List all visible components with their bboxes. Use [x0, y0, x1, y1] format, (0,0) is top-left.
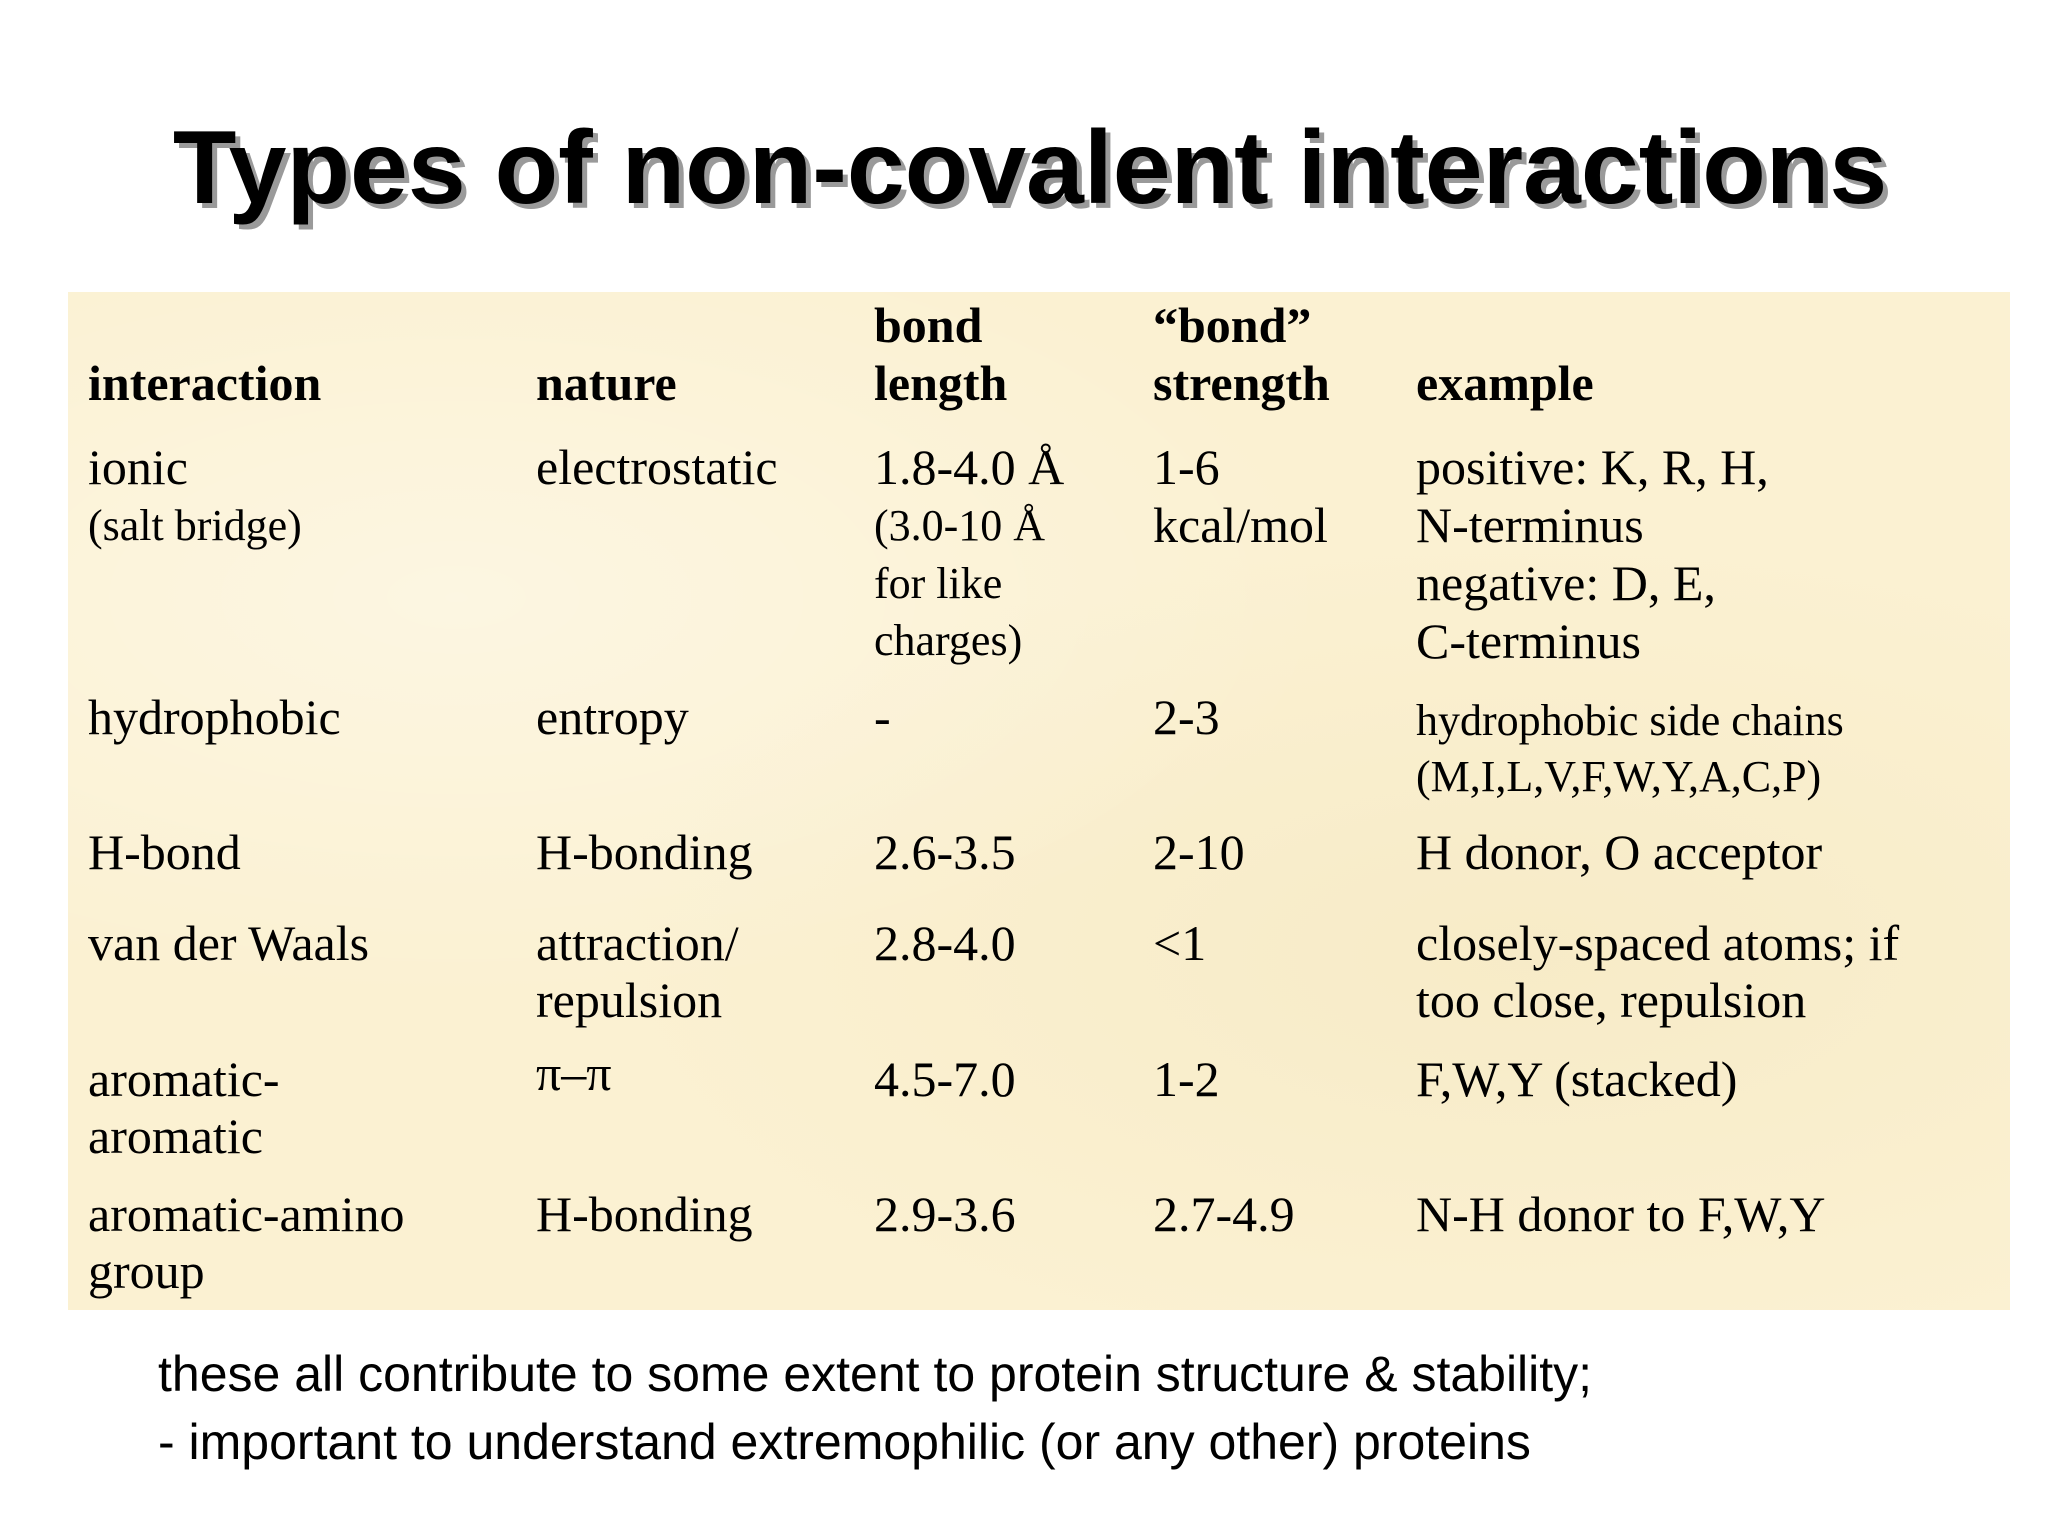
footer-line-1: these all contribute to some extent to p…: [158, 1346, 1593, 1402]
row-ionic-example-line1: positive: K, R, H,: [1416, 439, 1769, 495]
footer-notes: these all contribute to some extent to p…: [158, 1340, 1592, 1476]
row-arom-amino-strength: 2.7-4.9: [1153, 1186, 1295, 1242]
header-bond-strength-line1: “bond”: [1153, 297, 1312, 353]
row-ionic-example-line3: negative: D, E,: [1416, 555, 1716, 611]
row-arom-arom-interaction-line2: aromatic: [88, 1108, 263, 1164]
header-bond-length-line1: bond: [874, 297, 983, 353]
row-hydrophobic-example-line1: hydrophobic side chains: [1416, 696, 1844, 745]
row-arom-amino-example: N-H donor to F,W,Y: [1416, 1186, 1826, 1242]
row-arom-amino-interaction-line1: aromatic-amino: [88, 1186, 405, 1242]
row-hbond-length: 2.6-3.5: [874, 824, 1016, 880]
row-arom-arom-example: F,W,Y (stacked): [1416, 1051, 1738, 1107]
interactions-table: interaction nature bond length “bond” st…: [68, 292, 2010, 1310]
row-hydrophobic-nature: entropy: [536, 689, 689, 745]
row-ionic-example-line4: C-terminus: [1416, 613, 1641, 669]
row-ionic-example-line2: N-terminus: [1416, 497, 1644, 553]
row-ionic-strength-unit: kcal/mol: [1153, 497, 1328, 553]
row-hbond-example: H donor, O acceptor: [1416, 824, 1823, 880]
header-interaction: interaction: [88, 355, 322, 411]
row-hbond-strength: 2-10: [1153, 824, 1245, 880]
row-arom-amino-length: 2.9-3.6: [874, 1186, 1016, 1242]
row-vdw-nature-line1: attraction/: [536, 915, 739, 971]
header-bond-strength-line2: strength: [1153, 355, 1330, 411]
row-ionic-length-note1: (3.0-10 Å: [874, 501, 1046, 550]
row-hbond-interaction: H-bond: [88, 824, 241, 880]
row-hbond-nature: H-bonding: [536, 824, 753, 880]
row-vdw-strength: <1: [1153, 915, 1207, 971]
row-ionic-interaction-note: (salt bridge): [88, 501, 302, 550]
row-hydrophobic-example-line2: (M,I,L,V,F,W,Y,A,C,P): [1416, 752, 1822, 801]
row-arom-amino-nature: H-bonding: [536, 1186, 753, 1242]
row-ionic-nature: electrostatic: [536, 439, 778, 495]
row-ionic-length: 1.8-4.0 Å: [874, 439, 1065, 495]
row-vdw-length: 2.8-4.0: [874, 915, 1016, 971]
row-arom-arom-interaction-line1: aromatic-: [88, 1051, 280, 1107]
row-vdw-example-line1: closely-spaced atoms; if: [1416, 915, 1900, 971]
row-hydrophobic-strength: 2-3: [1153, 689, 1220, 745]
footer-line-2: - important to understand extremophilic …: [158, 1414, 1531, 1470]
header-nature: nature: [536, 355, 677, 411]
row-arom-amino-interaction-line2: group: [88, 1243, 205, 1299]
header-bond-length-line2: length: [874, 355, 1008, 411]
row-vdw-nature-line2: repulsion: [536, 972, 723, 1028]
row-hydrophobic-length: -: [874, 689, 891, 745]
row-arom-arom-strength: 1-2: [1153, 1051, 1220, 1107]
row-vdw-example-line2: too close, repulsion: [1416, 972, 1807, 1028]
row-ionic-length-note3: charges): [874, 616, 1023, 665]
slide-title: Types of non-covalent interactions: [172, 110, 1888, 226]
row-vdw-interaction: van der Waals: [88, 915, 370, 971]
header-example: example: [1416, 355, 1594, 411]
row-ionic-length-note2: for like: [874, 559, 1003, 608]
row-hydrophobic-interaction: hydrophobic: [88, 689, 341, 745]
row-arom-arom-length: 4.5-7.0: [874, 1051, 1016, 1107]
row-arom-arom-nature: π–π: [536, 1045, 612, 1101]
row-ionic-interaction: ionic: [88, 439, 188, 495]
row-ionic-strength: 1-6: [1153, 439, 1220, 495]
